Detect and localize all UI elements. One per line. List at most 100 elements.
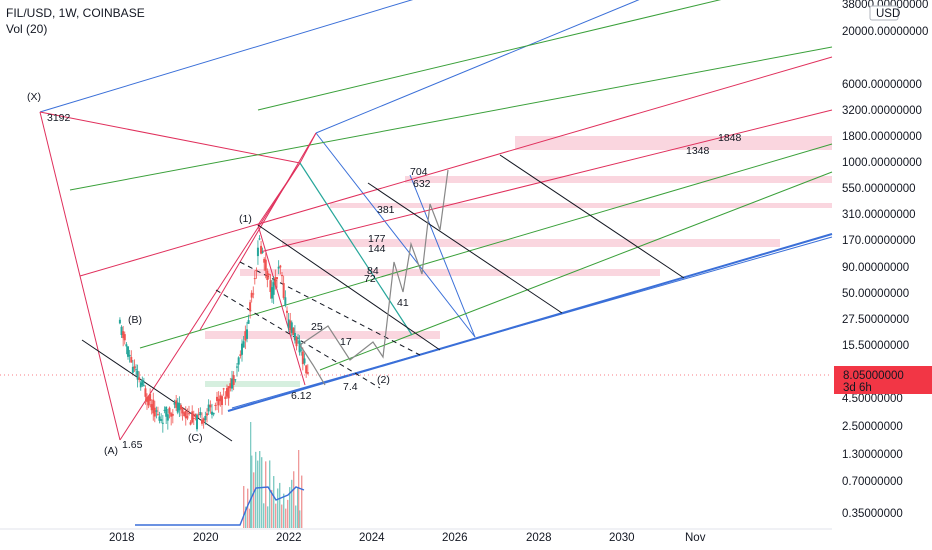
fork-green-upper [69, 46, 833, 191]
price-candle [232, 375, 235, 385]
price-candle [147, 396, 150, 406]
price-candle [155, 410, 158, 412]
x-tick-label: 2026 [442, 532, 468, 544]
price-candle [267, 274, 270, 276]
price-candle [279, 265, 282, 268]
price-candle [122, 331, 125, 339]
price-candle [260, 245, 263, 254]
price-candle [206, 413, 208, 416]
price-candle [156, 414, 159, 416]
price-candle [222, 388, 225, 390]
wave-label: 1348 [686, 145, 710, 157]
last-price-value: 8.05000000 [843, 370, 904, 382]
wave-label: 1.65 [122, 439, 143, 451]
x-tick-label: 2028 [526, 532, 552, 544]
volume-bar [247, 488, 249, 528]
wave-label: 25 [311, 321, 323, 333]
price-candle [181, 407, 184, 414]
price-candle [286, 310, 288, 313]
price-candle [247, 320, 250, 324]
price-candle [130, 357, 133, 363]
wave-label: 41 [397, 297, 409, 309]
x-tick-label: 2030 [609, 532, 635, 544]
y-tick-label: 27.50000000 [842, 314, 909, 326]
price-candle [249, 302, 252, 312]
price-candle [253, 278, 256, 280]
price-candle [158, 416, 161, 421]
zone-5 [205, 331, 440, 339]
price-candle [120, 326, 123, 335]
price-candle [171, 414, 174, 416]
y-tick-label: 15.50000000 [842, 340, 909, 352]
price-candle [242, 341, 245, 348]
wave-label: 6.12 [291, 390, 312, 402]
volume-bar [275, 503, 277, 528]
price-candle [298, 340, 301, 353]
y-tick-label: 3200.00000000 [842, 105, 922, 117]
price-candle [184, 410, 187, 419]
wave-label: (C) [188, 432, 203, 444]
price-candle [173, 403, 176, 405]
zone-0 [515, 136, 832, 150]
price-candle [141, 380, 144, 386]
price-candle [300, 349, 303, 351]
price-candle [186, 415, 189, 419]
channel-black-3 [367, 182, 563, 314]
fork-red-mid [259, 109, 833, 253]
wave-label: 632 [413, 178, 431, 190]
zone-3 [282, 239, 780, 247]
x-tick-label: 2022 [276, 532, 302, 544]
price-candle [290, 322, 293, 333]
price-candle [192, 418, 195, 420]
wave-label: (B) [128, 314, 142, 326]
price-candle [281, 275, 283, 277]
price-candle [221, 396, 223, 406]
price-candle [175, 400, 178, 408]
wave-label: 144 [368, 243, 386, 255]
y-tick-label: 0.70000000 [842, 476, 903, 488]
price-candle [284, 297, 287, 306]
fork-teal-line [299, 162, 413, 336]
x-tick-label: 2024 [359, 532, 385, 544]
price-candle [153, 407, 156, 417]
price-candle [258, 238, 261, 240]
price-candle [197, 414, 200, 416]
wave-label: 17 [340, 336, 352, 348]
price-candle [149, 393, 152, 401]
price-candle [219, 395, 222, 402]
price-candle [179, 405, 182, 410]
price-candle [178, 403, 181, 411]
y-tick-label: 1000.00000000 [842, 157, 922, 169]
price-candle [125, 344, 128, 347]
volume-bar [257, 460, 259, 528]
wave-label: 3192 [47, 112, 71, 124]
fork-green-top [257, 0, 722, 111]
price-candle [214, 404, 217, 406]
wave-label: 84 [367, 265, 379, 277]
volume-bar [261, 457, 263, 528]
fork-red-upper [79, 56, 833, 277]
zone-4 [240, 269, 660, 276]
price-candle [217, 398, 220, 406]
wave-label: 381 [377, 204, 395, 216]
price-candle [277, 266, 280, 269]
volume-bar [285, 508, 287, 528]
volume-bar [287, 499, 289, 528]
price-candle [276, 277, 278, 279]
volume-bar [251, 455, 253, 528]
fork-red-leg-2 [199, 132, 317, 331]
price-candle [150, 404, 153, 411]
wave-label: (X) [27, 91, 41, 103]
volume-indicator-label[interactable]: Vol (20) [6, 22, 48, 36]
price-candle [127, 346, 130, 357]
y-tick-label: 6000.00000000 [842, 79, 922, 91]
volume-bar [279, 482, 281, 528]
volume-bar [269, 460, 271, 528]
price-candle [131, 366, 134, 373]
price-candle [224, 396, 227, 399]
price-candle [138, 377, 141, 380]
symbol-title[interactable]: FIL/USD, 1W, COINBASE [6, 6, 145, 20]
volume-bar [253, 472, 255, 528]
